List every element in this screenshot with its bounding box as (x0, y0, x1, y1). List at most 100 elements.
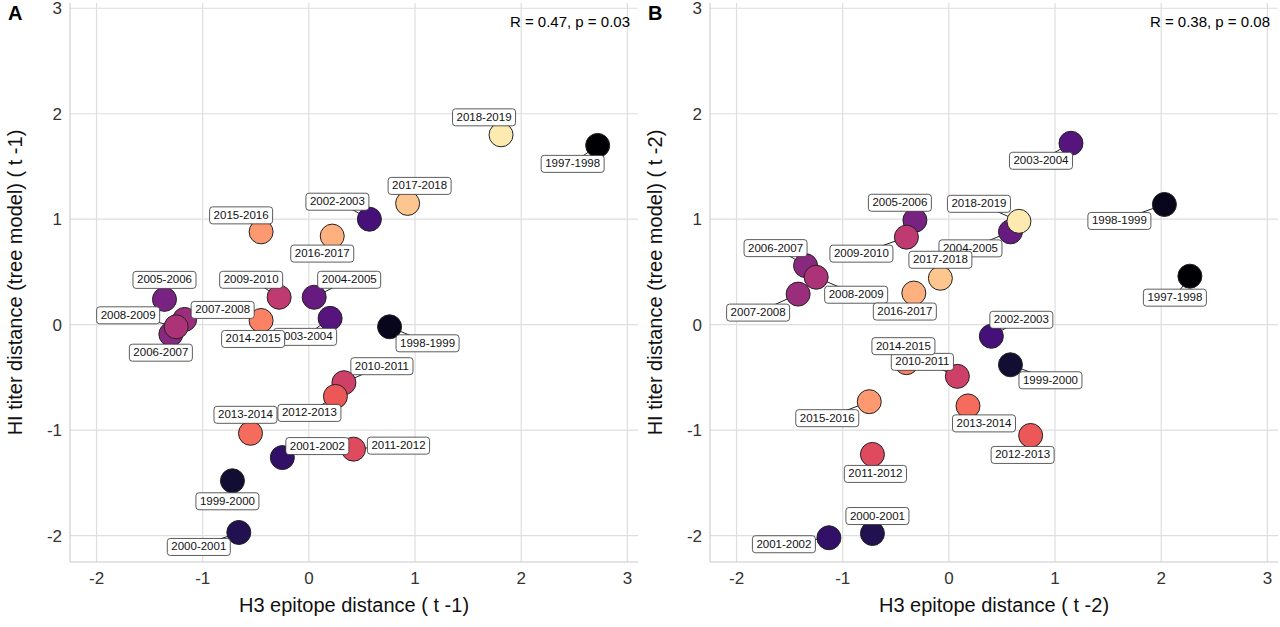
point-label: 2002-2003 (994, 313, 1049, 325)
grid-line (627, 3, 628, 562)
x-tick-label: 2 (1156, 569, 1165, 588)
point (1152, 192, 1176, 216)
point-label: 2018-2019 (457, 111, 512, 123)
point-label: 1999-2000 (1023, 374, 1078, 386)
point (164, 315, 188, 339)
point-label: 2010-2011 (355, 360, 409, 372)
point (860, 442, 884, 466)
point-label-box (947, 195, 1010, 212)
figure: -2-10123-2-10123H3 epitope distance ( t … (0, 0, 1280, 627)
grid-line (70, 219, 638, 220)
point (489, 123, 513, 147)
point (786, 282, 810, 306)
point-label: 2016-2017 (877, 305, 932, 317)
point-label: 2015-2016 (214, 209, 269, 221)
point-label-box (367, 437, 429, 454)
x-tick-label: -1 (195, 569, 210, 588)
point (318, 306, 342, 330)
point-label-box (396, 335, 459, 352)
point-label: 2000-2001 (171, 540, 226, 552)
point-label-box (214, 406, 277, 423)
grid-line (1054, 3, 1055, 562)
point (860, 522, 884, 546)
point-label-box (952, 415, 1015, 432)
y-tick-label: 0 (693, 316, 702, 335)
point-label: 2016-2017 (295, 247, 350, 259)
panel: -2-10123-2-10123H3 epitope distance ( t … (4, 0, 638, 616)
point-label-box (744, 240, 807, 257)
point-label: 2012-2013 (995, 448, 1050, 460)
point (1059, 131, 1083, 155)
point (857, 390, 881, 414)
x-tick-label: 3 (1263, 569, 1272, 588)
point-label: 2018-2019 (951, 197, 1006, 209)
point-label-box (133, 271, 196, 288)
points (152, 123, 609, 545)
grid-line (70, 8, 638, 9)
point-label-box (453, 109, 516, 126)
y-tick-label: 0 (53, 316, 62, 335)
x-tick-label: 0 (304, 569, 313, 588)
point-label: 2003-2004 (278, 330, 334, 342)
point-label: 2007-2008 (195, 303, 250, 315)
point-label: 1997-1998 (1147, 291, 1202, 303)
point (956, 394, 980, 418)
y-axis-line (70, 3, 71, 562)
point (1019, 423, 1043, 447)
y-tick-label: 3 (693, 0, 702, 18)
point-label: 2002-2003 (310, 195, 365, 207)
y-axis-title: HI titer distance (tree model) ( t -1) (4, 130, 26, 436)
point-label-box (1143, 289, 1206, 306)
y-tick-label: -2 (47, 527, 62, 546)
point (1007, 209, 1031, 233)
x-tick-label: 0 (944, 569, 953, 588)
grid-line (710, 8, 1278, 9)
point-label-box (868, 194, 931, 211)
point-label: 2000-2001 (850, 510, 905, 522)
point-label-box (873, 303, 936, 320)
point-label: 2003-2004 (1013, 154, 1069, 166)
y-axis-title: HI titer distance (tree model) ( t -2) (644, 130, 666, 436)
point-label-box (191, 301, 254, 318)
point-label-box (844, 465, 906, 482)
point (320, 224, 344, 248)
point (586, 133, 610, 157)
point-label: 2011-2012 (371, 439, 425, 451)
grid-line (202, 3, 203, 562)
point-label-box (541, 155, 604, 172)
point-label-box (990, 311, 1053, 328)
y-tick-label: 1 (53, 210, 62, 229)
point (1178, 264, 1202, 288)
point-label: 2008-2009 (101, 309, 156, 321)
point-label: 2007-2008 (731, 306, 786, 318)
grid-line (70, 324, 638, 325)
point-label-box (891, 353, 953, 370)
point-label: 2006-2007 (748, 242, 803, 254)
y-tick-label: -1 (47, 421, 62, 440)
y-tick-label: -2 (687, 527, 702, 546)
grid-line (842, 3, 843, 562)
point (357, 207, 381, 231)
point-label: 1999-2000 (200, 495, 255, 507)
point-label-box (991, 446, 1054, 463)
point (817, 526, 841, 550)
point-label: 2005-2006 (872, 196, 927, 208)
x-axis-line (70, 562, 638, 563)
point-label-box (830, 245, 893, 262)
point-label: 2008-2009 (829, 288, 884, 300)
point-label: 2009-2010 (834, 247, 889, 259)
grid-line (308, 3, 309, 562)
point-label-box (796, 410, 859, 427)
point-label: 2013-2014 (218, 408, 274, 420)
y-tick-label: 2 (53, 105, 62, 124)
grid-line (70, 113, 638, 114)
point-label: 2012-2013 (282, 406, 337, 418)
y-tick-label: 1 (693, 210, 702, 229)
point-label-box (291, 245, 354, 262)
x-tick-label: 2 (516, 569, 525, 588)
point-label: 2006-2007 (133, 346, 188, 358)
point (238, 421, 262, 445)
y-tick-label: -1 (687, 421, 702, 440)
grid-line (710, 219, 1278, 220)
label-segments (128, 117, 597, 547)
